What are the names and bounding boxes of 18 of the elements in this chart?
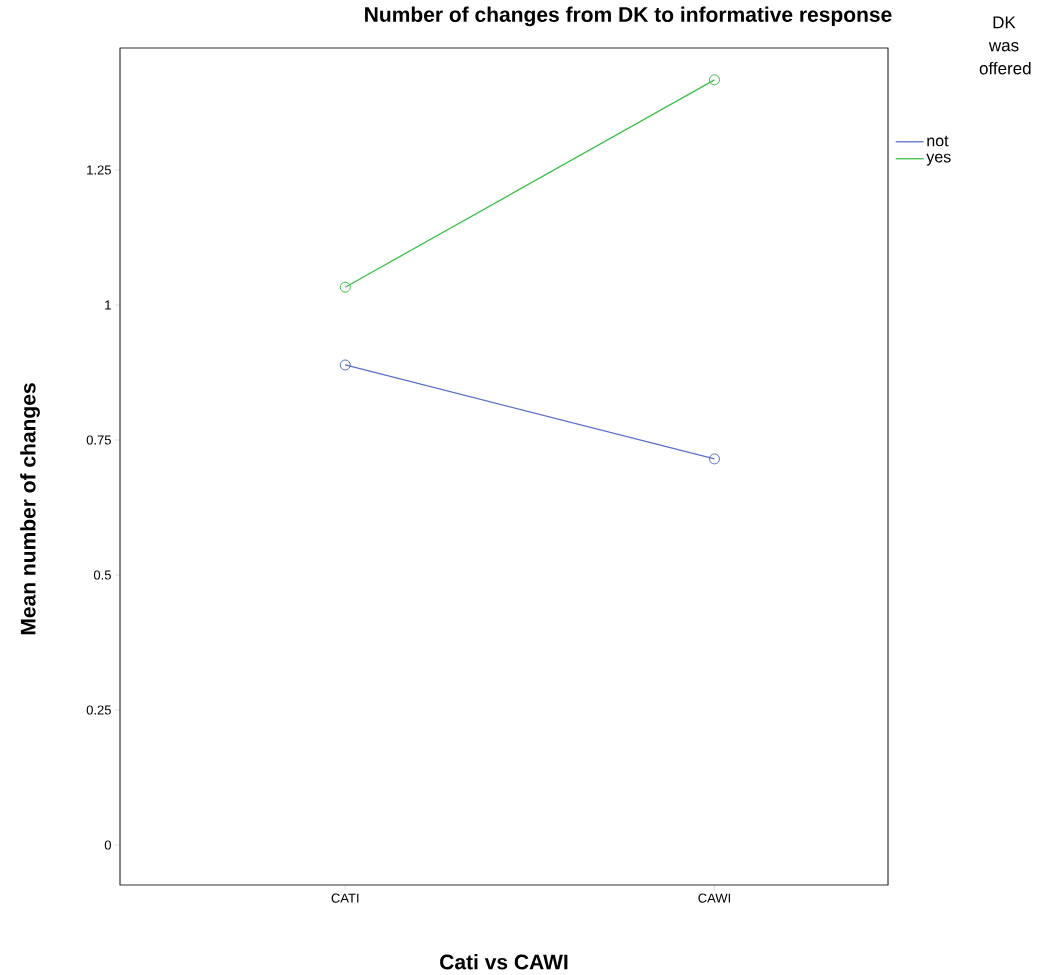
point — [339, 359, 351, 371]
y-tick-label: 0.5 — [93, 570, 111, 580]
legend-label: yes — [926, 153, 951, 166]
point — [339, 281, 351, 293]
y-tick-label: 0.75 — [86, 435, 111, 445]
legend-title: DK was offered — [979, 16, 1031, 75]
y-tick-label: 1.25 — [87, 165, 111, 175]
chart-title: Number of changes from DK to informative response — [365, 6, 892, 27]
point — [708, 453, 720, 465]
y-axis-title: Mean number of changes — [20, 383, 40, 635]
point — [708, 74, 720, 86]
x-tick-label: CAWI — [698, 893, 730, 903]
legend-label: not — [927, 135, 949, 147]
x-axis-title: Cati vs CAWI — [440, 954, 568, 970]
y-tick-label: 1 — [105, 300, 111, 310]
y-tick-label: 0 — [104, 840, 111, 850]
y-tick-label: 0.25 — [86, 705, 111, 715]
x-tick-label: CATI — [331, 893, 359, 903]
